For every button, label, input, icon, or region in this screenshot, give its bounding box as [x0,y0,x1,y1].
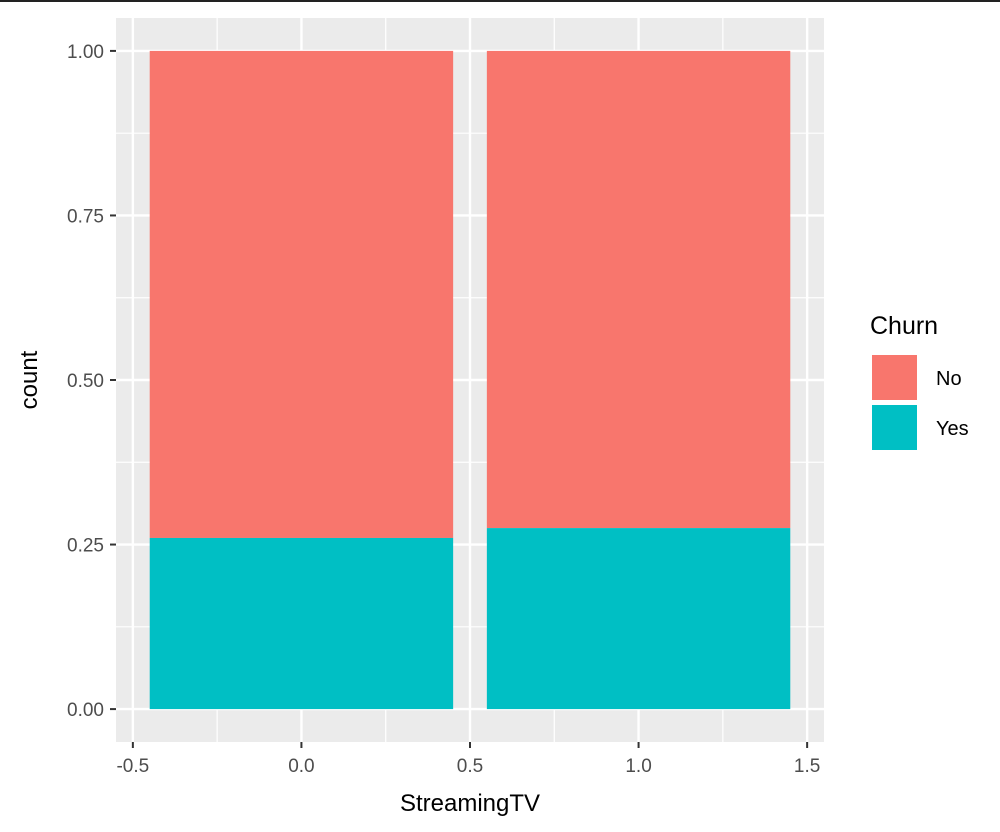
bar-no-x0 [149,50,454,538]
legend-label-no: No [936,368,962,390]
y-tick-label: 0.00 [67,700,104,721]
bar-no-x1 [486,50,791,529]
y-axis: 0.00 0.25 0.50 0.75 1.00 [67,42,116,721]
bar-yes-x0 [149,537,454,710]
legend-entries: No Yes [870,353,969,452]
bars-group [149,50,791,710]
x-tick-label: 0.0 [288,756,314,777]
y-tick-label: 0.25 [67,536,104,557]
y-tick-label: 0.75 [67,206,104,227]
legend: Churn No Yes [870,312,969,452]
x-tick-label: 0.5 [457,756,483,777]
bar-yes-x1 [486,528,791,710]
legend-key-yes [870,403,919,452]
x-tick-label: 1.0 [625,756,651,777]
legend-key-no [870,353,919,402]
y-tick-label: 0.50 [67,371,104,392]
legend-title: Churn [870,312,938,340]
x-axis-title: StreamingTV [400,790,540,817]
x-axis: -0.5 0.0 0.5 1.0 1.5 [116,742,820,777]
top-border-line [0,0,1000,2]
legend-label-yes: Yes [936,418,969,440]
x-tick-label: -0.5 [116,756,149,777]
y-tick-label: 1.00 [67,42,104,63]
y-axis-title: count [16,350,43,409]
x-tick-label: 1.5 [794,756,820,777]
